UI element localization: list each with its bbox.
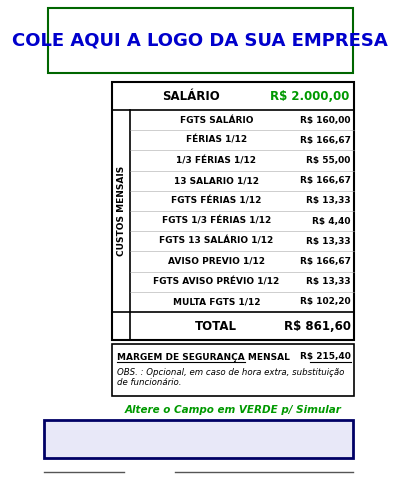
Text: FGTS 1/3 FÉRIAS 1/12: FGTS 1/3 FÉRIAS 1/12 (162, 216, 271, 226)
Text: R$ 861,60: R$ 861,60 (284, 320, 351, 332)
Text: 13 SALARIO 1/12: 13 SALARIO 1/12 (174, 176, 259, 185)
Text: MULTA FGTS 1/12: MULTA FGTS 1/12 (172, 298, 260, 306)
Text: 1/3 FÉRIAS 1/12: 1/3 FÉRIAS 1/12 (176, 156, 256, 165)
Text: OBS. : Opcional, em caso de hora extra, substituição
de funcionário.: OBS. : Opcional, em caso de hora extra, … (117, 368, 344, 388)
Text: COLE AQUI A LOGO DA SUA EMPRESA: COLE AQUI A LOGO DA SUA EMPRESA (12, 32, 388, 50)
Text: FGTS 13 SALÁRIO 1/12: FGTS 13 SALÁRIO 1/12 (159, 237, 274, 246)
Text: R$ 13,33: R$ 13,33 (306, 196, 351, 205)
Text: R$ 160,00: R$ 160,00 (300, 116, 351, 124)
Text: TOTAL: TOTAL (195, 320, 237, 332)
Text: R$ 4,40: R$ 4,40 (312, 216, 351, 226)
Text: R$ 166,67: R$ 166,67 (300, 257, 351, 266)
Bar (44, 420, 353, 458)
Text: R$ 166,67: R$ 166,67 (300, 136, 351, 145)
Text: R$ 13,33: R$ 13,33 (306, 237, 351, 246)
Bar (112, 344, 354, 396)
Text: CUSTOS MENSAIS: CUSTOS MENSAIS (116, 166, 126, 256)
Text: R$ 2.000,00: R$ 2.000,00 (270, 90, 349, 102)
Text: R$ 215,40: R$ 215,40 (300, 352, 351, 362)
Text: R$ 102,20: R$ 102,20 (300, 298, 351, 306)
Text: FGTS AVISO PRÉVIO 1/12: FGTS AVISO PRÉVIO 1/12 (153, 277, 280, 286)
Bar (112, 82, 354, 340)
Text: AVISO PREVIO 1/12: AVISO PREVIO 1/12 (168, 257, 265, 266)
Text: R$ 13,33: R$ 13,33 (306, 277, 351, 286)
Text: FGTS SALÁRIO: FGTS SALÁRIO (180, 116, 253, 124)
Text: Altere o Campo em VERDE p/ Simular: Altere o Campo em VERDE p/ Simular (124, 405, 342, 415)
Text: SALÁRIO: SALÁRIO (162, 90, 220, 102)
Text: FÉRIAS 1/12: FÉRIAS 1/12 (186, 136, 247, 145)
Text: R$ 166,67: R$ 166,67 (300, 176, 351, 185)
Text: MARGEM DE SEGURANÇA MENSAL: MARGEM DE SEGURANÇA MENSAL (117, 352, 290, 362)
Bar (48, 8, 352, 73)
Text: FGTS FÉRIAS 1/12: FGTS FÉRIAS 1/12 (171, 196, 262, 205)
Text: R$ 55,00: R$ 55,00 (306, 156, 351, 165)
